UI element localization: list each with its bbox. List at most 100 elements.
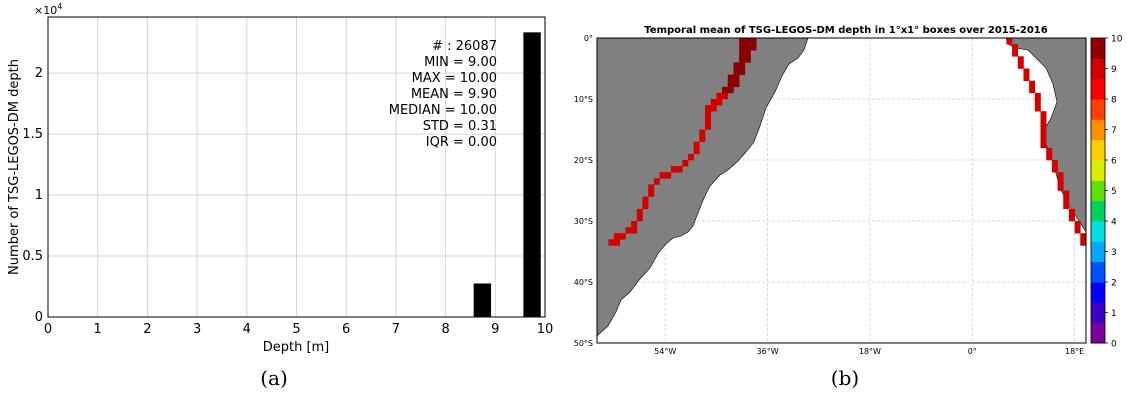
depth-cell [1057,184,1064,191]
y-tick-label: 0.5 [22,249,43,264]
depth-cell [1034,105,1041,112]
depth-cell [636,208,643,216]
depth-cell [642,202,649,210]
statistics-line: MAX = 10.00 [412,71,497,86]
depth-cell [1057,178,1064,185]
depth-cell [687,153,694,161]
depth-cell [733,68,740,75]
map-chart: Temporal mean of TSG-LEGOS-DM depth in 1… [574,25,1123,356]
depth-cell [1046,147,1053,155]
depth-cell [699,135,706,142]
colorbar-segment [1091,99,1105,120]
y-tick-label: 1 [35,188,43,203]
x-tick-label: 0 [44,322,52,337]
lon-tick-label: 54°W [654,347,676,356]
depth-cell [710,105,717,112]
colorbar-segment [1091,221,1105,242]
depth-cell [1012,50,1019,57]
colorbar-tick-label: 3 [1111,248,1117,258]
south-america-land [596,37,809,337]
depth-cell [693,147,700,155]
colorbar-segment [1091,261,1105,283]
depth-cell [744,38,751,45]
x-tick-label: 9 [491,322,499,337]
depth-cell [1040,141,1047,149]
depth-cell [1034,92,1041,100]
depth-cell [744,56,751,63]
depth-cells [608,38,1087,246]
x-tick-label: 5 [292,322,300,337]
colorbar-segment [1091,302,1105,324]
histogram-y-ticks: 0 0.5 1 1.5 2 [22,66,43,325]
histogram-x-ticks: 0 1 2 3 4 5 6 7 8 9 10 [44,322,553,337]
depth-cell [648,190,655,197]
histogram-x-label: Depth [m] [263,340,330,355]
colorbar-tick-label: 0 [1111,340,1117,350]
depth-cell [744,50,751,57]
lat-tick-label: 20°S [574,156,593,165]
depth-cell [1063,196,1070,203]
lon-tick-label: 18°W [859,347,881,356]
statistics-line: MIN = 9.00 [424,55,497,70]
depth-cell [739,56,746,63]
depth-cell [1051,160,1058,167]
colorbar-tick-label: 1 [1111,309,1117,319]
lat-tick-label: 0° [584,34,593,43]
depth-cell [1080,239,1087,246]
histogram-y-label: Number of TSG-LEGOS-DM depth [7,59,22,275]
y-exponent-label: ×104 [34,2,62,17]
depth-cell [710,99,717,106]
depth-cell [1017,56,1024,63]
depth-cell [722,92,729,100]
depth-cell [733,62,740,69]
depth-cell [631,227,638,234]
histogram-bar [523,32,541,318]
depth-cell [716,92,723,100]
depth-cell [636,214,643,222]
depth-cell [1029,86,1036,94]
statistics-line: # : 26087 [432,39,497,54]
statistics-line: MEDIAN = 10.00 [389,103,497,118]
depth-cell [614,233,621,240]
depth-cell [1057,172,1064,179]
depth-cell [727,86,734,94]
colorbar-segment [1091,180,1105,202]
lat-tick-label: 50°S [574,339,593,348]
colorbar-segment [1091,139,1105,161]
depth-cell [727,80,734,88]
depth-cell [705,123,712,130]
x-tick-label: 2 [143,322,151,337]
x-tick-label: 4 [243,322,251,337]
depth-cell [1017,62,1024,69]
histogram-bars [473,32,541,318]
lat-tick-label: 30°S [574,217,593,226]
depth-cell [739,68,746,75]
lon-tick-label: 18°E [1065,347,1084,356]
depth-cell [727,74,734,81]
depth-cell [744,44,751,51]
depth-cell [1074,227,1081,234]
depth-cell [1051,166,1058,173]
depth-cell [739,44,746,51]
depth-cell [1040,123,1047,130]
depth-cell [659,172,666,179]
depth-cell [716,99,723,106]
depth-cell [1040,129,1047,136]
depth-cell [619,233,626,240]
statistics-line: IQR = 0.00 [426,135,497,150]
depth-cell [1080,233,1087,240]
depth-cell [705,105,712,112]
depth-cell [614,239,621,246]
lat-tick-label: 40°S [574,278,593,287]
depth-cell [1063,190,1070,197]
depth-cell [705,117,712,124]
colorbar-segment [1091,282,1105,303]
colorbar-segment [1091,58,1105,80]
depth-cell [608,239,615,246]
y-tick-label: 1.5 [22,127,43,142]
x-tick-label: 6 [342,322,350,337]
depth-cell [750,44,757,51]
x-tick-label: 8 [441,322,449,337]
y-tick-label: 0 [35,310,43,325]
depth-cell [739,62,746,69]
